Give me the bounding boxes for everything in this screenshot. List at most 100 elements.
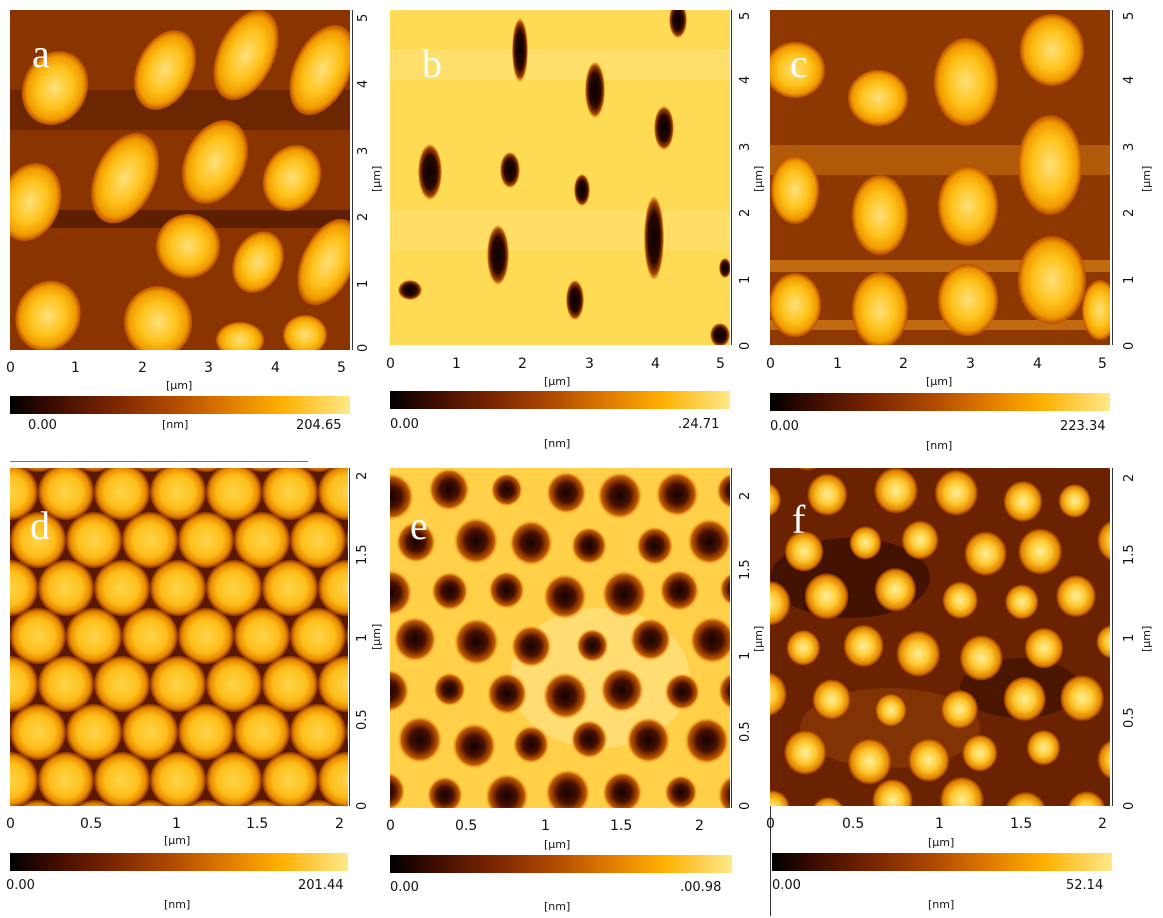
y-tick-c-5: 5 [1122, 11, 1137, 20]
colorbar-max-d: 201.44 [298, 878, 344, 893]
texture-dot [1068, 791, 1105, 806]
x-tick-b-4: 4 [651, 356, 660, 372]
texture-dot [959, 635, 1003, 681]
y-tick-c-3: 3 [1122, 142, 1137, 151]
texture-dot [770, 581, 791, 626]
x-tick-b-1: 1 [452, 356, 461, 372]
texture-dot [318, 752, 348, 806]
colorbar-unit-b: [nm] [544, 437, 571, 450]
panel-label-d: d [30, 503, 50, 548]
x-tick-e-2: 2 [695, 818, 704, 834]
x-tick-e-0: 0 [386, 818, 395, 834]
texture-dot [874, 468, 918, 514]
colorbar-min-e: 0.00 [390, 880, 419, 895]
texture-dot [601, 570, 648, 619]
texture-dot [234, 512, 290, 568]
texture-dot [570, 526, 608, 565]
texture-dot [262, 656, 318, 712]
x-tick-d-2: 2 [335, 816, 344, 832]
texture-dot [1003, 676, 1046, 722]
texture-dot [655, 471, 699, 518]
texture-dot [784, 531, 824, 572]
texture-dot [664, 673, 701, 711]
y-tick-a-4: 4 [356, 79, 371, 88]
texture-dot [390, 472, 415, 521]
x-tick-c-4: 4 [1033, 356, 1042, 372]
y-tick-a-5: 5 [356, 13, 371, 22]
texture-dot [178, 512, 234, 568]
colorbar-max-f: 52.14 [1066, 878, 1104, 893]
x-tick-a-3: 3 [204, 360, 213, 376]
texture-dot [431, 571, 469, 611]
x-tick-c-3: 3 [966, 356, 975, 372]
texture-dot [1106, 468, 1110, 470]
y-tick-a-0: 0 [356, 343, 371, 352]
texture-dot [318, 468, 348, 520]
y-tick-e-1: 1 [738, 651, 753, 660]
texture-dot [10, 704, 66, 760]
panel-label-a: a [32, 31, 50, 76]
y-axis-line-b [731, 10, 732, 345]
texture-dot [191, 468, 221, 472]
y-tick-f-1.5: 1.5 [1122, 544, 1137, 565]
colorbar-min-f: 0.00 [772, 878, 801, 893]
y-axis-unit-b: [μm] [752, 165, 765, 192]
x-tick-e-0.5: 0.5 [455, 818, 478, 834]
texture-dot [262, 468, 318, 520]
panel-label-e: e [410, 503, 428, 548]
texture-dot [1024, 627, 1064, 669]
y-axis-unit-d: [μm] [370, 623, 383, 650]
texture-dot [940, 777, 984, 806]
texture-dot [962, 734, 998, 772]
texture-dot [66, 608, 122, 664]
x-axis-unit-e: [μm] [544, 838, 571, 851]
x-tick-e-1.5: 1.5 [610, 818, 633, 834]
y-tick-e-1.5: 1.5 [738, 559, 753, 580]
texture-dot [716, 472, 730, 509]
texture-dot [433, 672, 466, 707]
afm-image-d [10, 468, 348, 806]
texture-dot [847, 738, 892, 785]
x-tick-b-2: 2 [518, 356, 527, 372]
y-axis-line-f [1112, 468, 1113, 806]
texture-dot [1097, 520, 1110, 561]
texture-dot [453, 516, 499, 565]
y-tick-c-0: 0 [1122, 341, 1137, 350]
x-tick-d-1: 1 [172, 816, 181, 832]
x-tick-b-0: 0 [386, 356, 395, 372]
texture-dot [1060, 675, 1104, 722]
colorbar-min-d: 0.00 [6, 878, 35, 893]
texture-dot [122, 608, 178, 664]
colorbar-max-e: .00.98 [680, 880, 722, 895]
texture-dot [10, 656, 38, 712]
texture-dot [135, 468, 165, 472]
texture-dot [206, 656, 262, 712]
texture-dot [797, 468, 817, 471]
texture-dot [875, 693, 907, 727]
texture-dot [684, 716, 730, 765]
colorbar-c [770, 393, 1110, 411]
y-tick-f-0: 0 [1122, 801, 1137, 810]
texture-dot [346, 529, 348, 551]
colorbar-e [390, 855, 732, 873]
texture-dot [1058, 484, 1091, 518]
x-tick-a-5: 5 [337, 360, 346, 376]
y-tick-d-2: 2 [355, 471, 370, 480]
texture-dot [717, 672, 730, 710]
texture-dot [290, 704, 346, 760]
y-tick-b-5: 5 [738, 11, 753, 20]
texture-dot [10, 608, 66, 664]
y-tick-f-0.5: 0.5 [1122, 707, 1137, 728]
texture-dot [544, 768, 591, 808]
afm-image-b [390, 10, 730, 345]
colorbar-unit-f: [nm] [928, 898, 955, 911]
colorbar-unit-d: [nm] [164, 898, 191, 911]
texture-dot [908, 738, 950, 782]
texture-dot [390, 569, 413, 617]
texture-dot [262, 752, 318, 806]
y-tick-e-2: 2 [738, 491, 753, 500]
texture-dot [490, 472, 523, 507]
texture-dot [784, 730, 827, 775]
texture-dot [545, 471, 587, 515]
afm-image-a [10, 10, 350, 350]
